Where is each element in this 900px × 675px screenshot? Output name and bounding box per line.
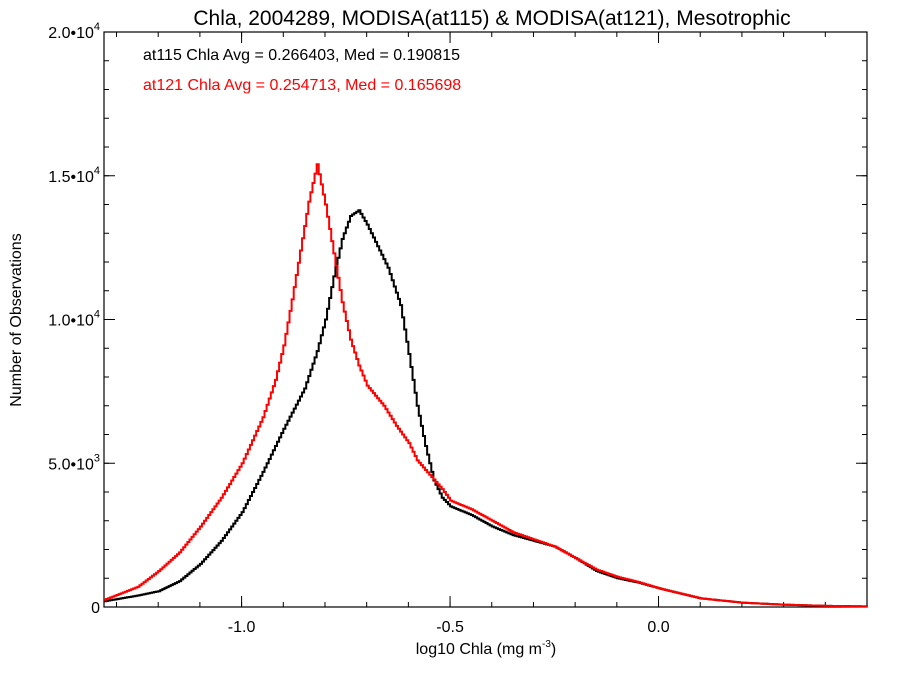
x-axis-label: log10 Chla (mg m-3) — [416, 639, 557, 658]
y-tick-label: 2.0•104 — [48, 21, 100, 42]
y-tick-label: 5.0•103 — [48, 452, 100, 473]
x-tick-label: -0.5 — [436, 619, 464, 636]
series-line-at121 — [104, 163, 868, 608]
y-tick-label: 1.0•104 — [48, 309, 100, 330]
y-tick-labels: 0 5.0•103 1.0•104 1.5•104 2.0•104 — [48, 21, 100, 617]
x-tick-labels: -1.0 -0.5 0.0 — [228, 619, 670, 636]
y-tick-label: 0 — [91, 600, 100, 617]
chart-title: Chla, 2004289, MODISA(at115) & MODISA(at… — [193, 7, 790, 30]
series-group — [104, 163, 868, 608]
y-tick-label: 1.5•104 — [48, 165, 100, 186]
annotation-at115: at115 Chla Avg = 0.266403, Med = 0.19081… — [143, 47, 460, 64]
axis-ticks — [104, 31, 868, 608]
series-line-at115 — [104, 209, 868, 608]
plot-frame — [103, 31, 868, 608]
x-tick-label: -1.0 — [228, 619, 256, 636]
x-tick-label: 0.0 — [647, 619, 669, 636]
annotation-at121: at121 Chla Avg = 0.254713, Med = 0.16569… — [143, 77, 461, 94]
y-axis-label: Number of Observations — [8, 233, 25, 406]
